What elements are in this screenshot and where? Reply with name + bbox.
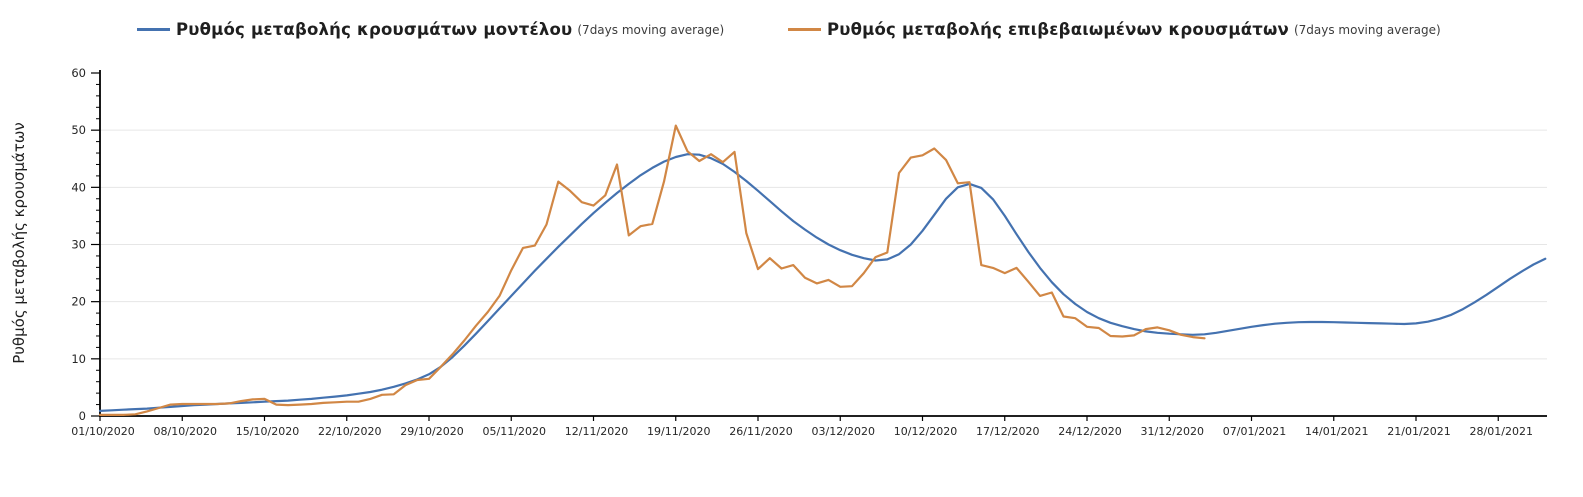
legend-label-model: Ρυθμός μεταβολής κρουσμάτων μοντέλου bbox=[176, 20, 573, 39]
x-tick-label: 08/10/2020 bbox=[154, 425, 217, 438]
y-tick-label: 60 bbox=[71, 66, 86, 80]
x-tick-label: 05/11/2020 bbox=[483, 425, 546, 438]
y-tick-label: 30 bbox=[71, 238, 86, 252]
legend-sublabel-confirmed: (7days moving average) bbox=[1293, 22, 1441, 37]
x-tick-label: 17/12/2020 bbox=[976, 425, 1039, 438]
x-tick-label: 31/12/2020 bbox=[1141, 425, 1204, 438]
series-line-confirmed bbox=[98, 124, 1206, 416]
y-tick-label: 50 bbox=[71, 123, 86, 137]
x-tick-label: 01/10/2020 bbox=[71, 425, 134, 438]
x-tick-label: 03/12/2020 bbox=[812, 425, 875, 438]
legend-line-swatch-model bbox=[137, 28, 170, 31]
x-tick-label: 15/10/2020 bbox=[236, 425, 299, 438]
y-tick-label: 40 bbox=[71, 180, 86, 194]
x-tick-label: 10/12/2020 bbox=[894, 425, 957, 438]
y-tick-label: 0 bbox=[79, 409, 86, 423]
x-tick-label: 28/01/2021 bbox=[1470, 425, 1533, 438]
x-tick-label: 14/01/2021 bbox=[1305, 425, 1368, 438]
x-tick-label: 29/10/2020 bbox=[400, 425, 463, 438]
x-tick-label: 07/01/2021 bbox=[1223, 425, 1286, 438]
legend-item-model: Ρυθμός μεταβολής κρουσμάτων μοντέλου (7d… bbox=[137, 20, 724, 39]
x-tick-label: 22/10/2020 bbox=[318, 425, 381, 438]
x-tick-label: 26/11/2020 bbox=[729, 425, 792, 438]
series-line-model bbox=[98, 153, 1547, 412]
legend-line-swatch-confirmed bbox=[788, 28, 821, 31]
legend-sublabel-model: (7days moving average) bbox=[577, 22, 725, 37]
legend-label-confirmed: Ρυθμός μεταβολής επιβεβαιωμένων κρουσμάτ… bbox=[827, 20, 1289, 39]
y-tick-label: 20 bbox=[71, 295, 86, 309]
x-tick-label: 24/12/2020 bbox=[1058, 425, 1121, 438]
x-tick-label: 19/11/2020 bbox=[647, 425, 710, 438]
y-tick-label: 10 bbox=[71, 352, 86, 366]
legend-item-confirmed: Ρυθμός μεταβολής επιβεβαιωμένων κρουσμάτ… bbox=[788, 20, 1441, 39]
x-tick-label: 21/01/2021 bbox=[1387, 425, 1450, 438]
x-tick-label: 12/11/2020 bbox=[565, 425, 628, 438]
